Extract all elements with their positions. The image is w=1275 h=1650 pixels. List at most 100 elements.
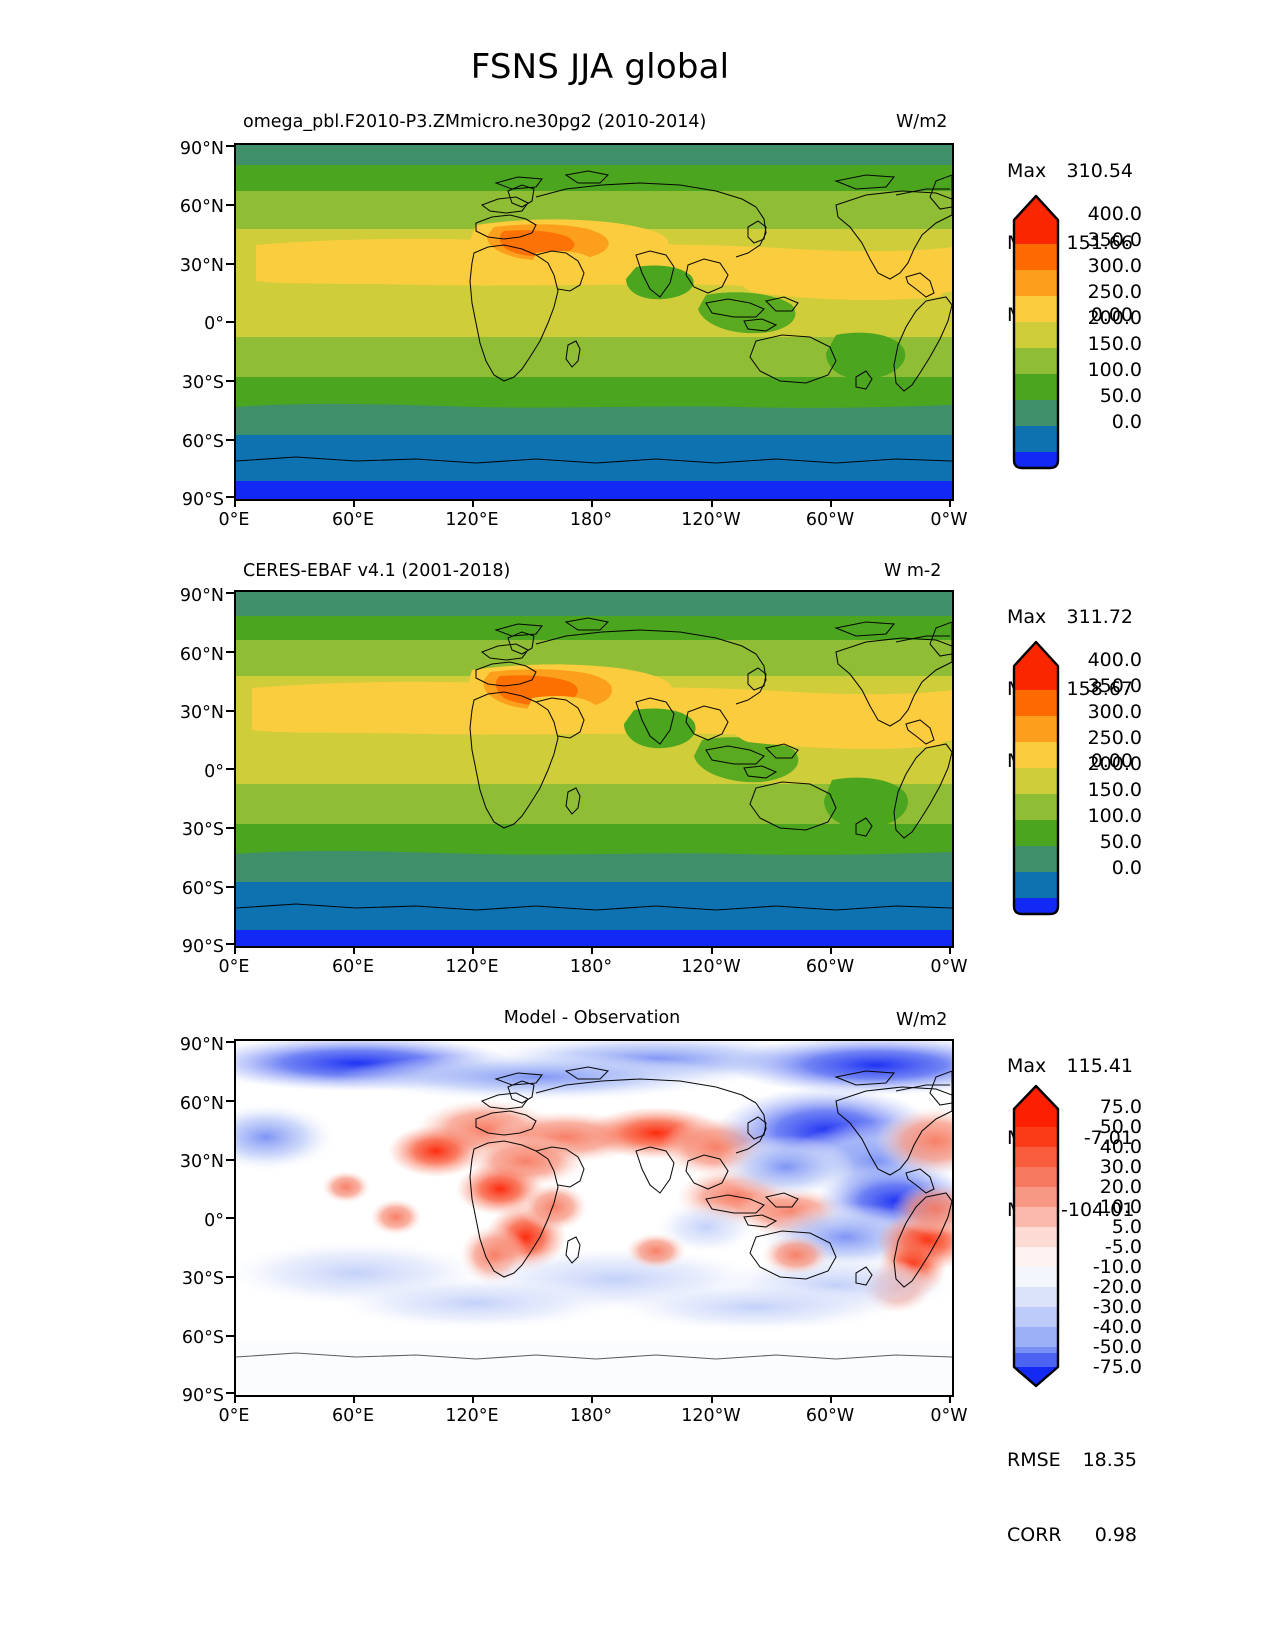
tick-x-obs-2	[472, 946, 474, 954]
cbar-model-label-350: 350.0	[1087, 229, 1142, 251]
ylabel-0-obs: 0°	[204, 762, 224, 782]
footer-rmse-label: RMSE	[1007, 1449, 1061, 1471]
ylabel-0-diff: 0°	[204, 1211, 224, 1231]
cbar-diff-label-20: 20.0	[1099, 1176, 1142, 1198]
stats-model-min-value: 0.00	[1090, 304, 1133, 326]
xlabel-0w-model: 0°W	[930, 510, 968, 530]
cbar-model-label-250: 250.0	[1087, 281, 1142, 303]
cbar-obs-label-200: 200.0	[1087, 753, 1142, 775]
xlabel-0w-diff: 0°W	[930, 1406, 968, 1426]
tick-y-model-3	[226, 321, 234, 323]
ylabel-30s-obs: 30°S	[181, 820, 224, 840]
tick-y-obs-5	[226, 886, 234, 888]
tick-y-obs-0	[226, 592, 234, 594]
stats-model-mean-value: 151.66	[1066, 232, 1133, 254]
cbar-model-label-100: 100.0	[1087, 359, 1142, 381]
ylabel-90n-diff: 90°N	[179, 1035, 224, 1055]
footer-corr-value: 0.98	[1094, 1524, 1137, 1546]
tick-x-diff-4	[711, 1395, 713, 1403]
ylabel-60n-obs: 60°N	[179, 645, 224, 665]
tick-y-diff-0	[226, 1041, 234, 1043]
stats-obs-mean-value: 158.67	[1066, 678, 1133, 700]
tick-y-model-2	[226, 263, 234, 265]
xlabel-0e-model: 0°E	[218, 510, 250, 530]
cbar-obs-label-300: 300.0	[1087, 701, 1142, 723]
cbar-diff-label-neg30: -30.0	[1092, 1296, 1142, 1318]
xlabel-120w-obs: 120°W	[681, 957, 741, 977]
tick-x-model-1	[353, 499, 355, 507]
xlabel-180-diff: 180°	[569, 1406, 613, 1426]
tick-x-model-5	[830, 499, 832, 507]
tick-x-model-6	[949, 499, 951, 507]
tick-x-model-2	[472, 499, 474, 507]
tick-y-model-0	[226, 145, 234, 147]
tick-y-model-6	[226, 496, 234, 498]
tick-x-diff-6	[949, 1395, 951, 1403]
tick-y-diff-4	[226, 1276, 234, 1278]
colorbar-difference	[1010, 1083, 1062, 1393]
tick-x-obs-0	[234, 946, 236, 954]
cbar-diff-label-50: 50.0	[1099, 1116, 1142, 1138]
map-model	[234, 143, 954, 501]
tick-x-diff-3	[591, 1395, 593, 1403]
ylabel-60s-model: 60°S	[181, 432, 224, 452]
ylabel-90n-model: 90°N	[179, 139, 224, 159]
cbar-diff-label-neg40: -40.0	[1092, 1316, 1142, 1338]
stats-diff-max-row: Max 115.41	[1007, 1054, 1133, 1078]
tick-x-model-4	[711, 499, 713, 507]
cbar-diff-label-neg5: -5.0	[1104, 1236, 1142, 1258]
tick-y-obs-3	[226, 768, 234, 770]
xlabel-60e-obs: 60°E	[331, 957, 375, 977]
ylabel-90n-obs: 90°N	[179, 586, 224, 606]
stats-diff-max-value: 115.41	[1066, 1055, 1133, 1077]
ylabel-90s-model: 90°S	[181, 490, 224, 510]
map-difference	[234, 1039, 954, 1397]
footer-rmse-value: 18.35	[1082, 1449, 1137, 1471]
ylabel-30n-diff: 30°N	[179, 1152, 224, 1172]
cbar-diff-label-neg75: -75.0	[1092, 1356, 1142, 1378]
tick-x-model-3	[591, 499, 593, 507]
tick-y-diff-6	[226, 1392, 234, 1394]
colorbar-model	[1010, 192, 1062, 476]
footer-corr-row: CORR 0.98	[1007, 1523, 1137, 1548]
tick-y-model-1	[226, 204, 234, 206]
tick-y-obs-6	[226, 943, 234, 945]
map-observation-svg	[236, 592, 952, 946]
tick-y-obs-1	[226, 651, 234, 653]
stats-model-max-label: Max	[1007, 160, 1047, 182]
colorbar-observation-svg	[1012, 640, 1060, 916]
colorbar-difference-svg	[1012, 1084, 1060, 1388]
stats-diff-min-value: -104.01	[1061, 1199, 1135, 1221]
map-difference-svg	[236, 1041, 952, 1395]
ylabel-90s-obs: 90°S	[181, 937, 224, 957]
tick-x-obs-3	[591, 946, 593, 954]
cbar-model-label-0: 0.0	[1111, 411, 1142, 433]
xlabel-120e-model: 120°E	[445, 510, 499, 530]
cbar-obs-label-250: 250.0	[1087, 727, 1142, 749]
xlabel-0w-obs: 0°W	[930, 957, 968, 977]
tick-x-obs-4	[711, 946, 713, 954]
xlabel-60w-diff: 60°W	[805, 1406, 855, 1426]
cbar-model-label-150: 150.0	[1087, 333, 1142, 355]
cbar-diff-label-30: 30.0	[1099, 1156, 1142, 1178]
panel-observation-subtitle: CERES-EBAF v4.1 (2001-2018)	[243, 561, 511, 581]
ylabel-30s-model: 30°S	[181, 373, 224, 393]
xlabel-0e-obs: 0°E	[218, 957, 250, 977]
cbar-model-label-200: 200.0	[1087, 307, 1142, 329]
ylabel-0-model: 0°	[204, 314, 224, 334]
tick-x-obs-6	[949, 946, 951, 954]
tick-y-diff-1	[226, 1100, 234, 1102]
cbar-model-label-400: 400.0	[1087, 203, 1142, 225]
tick-y-diff-5	[226, 1335, 234, 1337]
tick-x-diff-1	[353, 1395, 355, 1403]
xlabel-120w-model: 120°W	[681, 510, 741, 530]
footer-rmse-row: RMSE 18.35	[1007, 1448, 1137, 1473]
xlabel-60e-model: 60°E	[331, 510, 375, 530]
colorbar-observation	[1010, 638, 1062, 922]
map-model-svg	[236, 145, 952, 499]
tick-x-obs-5	[830, 946, 832, 954]
stats-diff-max-label: Max	[1007, 1055, 1047, 1077]
ylabel-60s-diff: 60°S	[181, 1328, 224, 1348]
footer-stats-difference: RMSE 18.35 CORR 0.98	[1007, 1398, 1137, 1598]
